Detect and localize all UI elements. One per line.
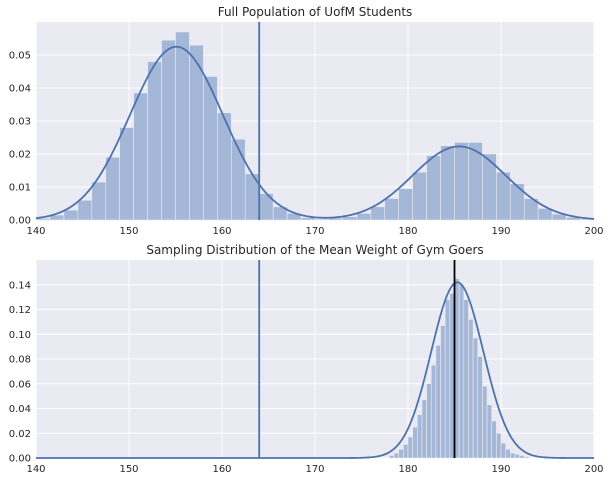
x-tick-label: 140 xyxy=(26,226,45,237)
histogram-bar xyxy=(463,299,469,459)
histogram-bar xyxy=(468,319,474,459)
histogram-bar xyxy=(435,345,441,459)
x-tick-label: 150 xyxy=(119,226,138,237)
y-tick-label: 0.12 xyxy=(9,305,31,316)
y-tick-labels: 0.00 0.02 0.04 0.06 0.08 0.10 0.12 0.14 xyxy=(9,280,31,464)
histogram-bar xyxy=(314,218,330,221)
histogram-bar xyxy=(500,442,506,459)
histogram-bar xyxy=(398,188,413,221)
histogram-bar xyxy=(496,171,511,221)
histogram-bar xyxy=(440,145,455,221)
sampling-distribution-panel: 140 150 160 170 180 190 200 0.000.020.040.060.… xyxy=(9,243,604,475)
histogram-bar xyxy=(477,356,483,459)
y-tick-label: 0.04 xyxy=(9,404,31,415)
y-tick-label: 0.01 xyxy=(9,183,31,194)
histogram-bar xyxy=(472,337,479,459)
histogram-bars xyxy=(35,31,595,221)
histogram-bar xyxy=(370,206,386,221)
histogram-bar xyxy=(77,199,93,221)
histogram-bar xyxy=(430,364,437,459)
histogram-bar xyxy=(486,404,492,459)
x-tick-label: 160 xyxy=(212,464,231,475)
histogram-bar xyxy=(175,31,190,221)
histogram-bar xyxy=(537,208,553,221)
histogram-bar xyxy=(161,39,176,221)
histogram-bar xyxy=(412,171,427,221)
y-tick-label: 0.06 xyxy=(9,379,31,390)
histogram-bar xyxy=(505,449,511,459)
y-tick-label: 0.10 xyxy=(9,330,31,341)
reference-lines xyxy=(258,260,456,458)
x-tick-labels: 140 150 160 170 180 190 200 xyxy=(26,226,603,237)
x-tick-label: 180 xyxy=(398,464,417,475)
histogram-bar xyxy=(426,155,441,221)
x-tick-labels: 140 150 160 170 180 190 200 xyxy=(26,464,603,475)
histogram-bar xyxy=(458,284,465,459)
x-tick-label: 190 xyxy=(491,464,510,475)
histogram-bar xyxy=(496,432,502,459)
histogram-bar xyxy=(412,426,418,459)
x-tick-label: 140 xyxy=(26,464,45,475)
histogram-bar xyxy=(105,157,120,221)
histogram-bar xyxy=(551,213,567,221)
histogram-bar xyxy=(119,127,134,221)
histogram-bar xyxy=(440,325,446,459)
histogram-bar xyxy=(147,61,162,221)
histogram-bar xyxy=(393,452,399,459)
histogram-bar xyxy=(407,436,413,459)
histogram-bar xyxy=(509,183,525,221)
y-tick-label: 0.02 xyxy=(9,150,31,161)
x-tick-label: 170 xyxy=(305,464,324,475)
y-tick-label: 0.00 xyxy=(9,216,31,227)
y-tick-labels: 0.00 0.01 0.02 0.03 0.04 0.05 xyxy=(9,51,31,227)
histogram-bar xyxy=(426,383,432,459)
histogram-bar xyxy=(519,455,525,459)
x-tick-label: 180 xyxy=(398,226,417,237)
histogram-bar xyxy=(398,449,404,459)
histogram-bar xyxy=(514,453,520,459)
y-tick-label: 0.14 xyxy=(9,280,31,291)
histogram-bar xyxy=(356,213,372,221)
histogram-bar xyxy=(133,92,148,221)
x-tick-label: 190 xyxy=(491,226,510,237)
y-tick-label: 0.00 xyxy=(9,454,31,465)
histogram-bar xyxy=(509,452,516,459)
histogram-bar xyxy=(389,455,395,459)
histogram-bar xyxy=(482,385,488,459)
histogram-bar xyxy=(342,216,358,221)
histogram-bar xyxy=(454,142,469,221)
histogram-bar xyxy=(416,414,423,459)
histogram-bar xyxy=(403,444,409,459)
y-tick-label: 0.02 xyxy=(9,429,31,440)
y-tick-label: 0.08 xyxy=(9,355,31,366)
histogram-bar xyxy=(491,420,497,459)
histogram-bar xyxy=(91,181,107,221)
kde-curve xyxy=(36,281,594,459)
histogram-bar xyxy=(384,198,399,221)
histogram-bar xyxy=(421,399,427,459)
histogram-bars xyxy=(389,278,530,459)
chart-title: Full Population of UofM Students xyxy=(218,5,413,19)
chart-title: Sampling Distribution of the Mean Weight… xyxy=(146,243,483,257)
x-tick-label: 150 xyxy=(119,464,138,475)
x-tick-label: 200 xyxy=(584,464,603,475)
kde-curve xyxy=(35,45,595,220)
histogram-bar xyxy=(63,209,79,221)
x-tick-label: 200 xyxy=(584,226,603,237)
histogram-bar xyxy=(523,456,530,459)
x-tick-label: 170 xyxy=(305,226,324,237)
histogram-bar xyxy=(565,217,581,221)
x-tick-label: 160 xyxy=(212,226,231,237)
population-histogram-panel: 140 150 160 170 180 190 200 0.000.010.020.030.… xyxy=(9,5,604,237)
y-tick-label: 0.03 xyxy=(9,117,31,128)
histogram-bar xyxy=(444,299,451,459)
histogram-bar xyxy=(231,138,246,221)
y-tick-label: 0.04 xyxy=(9,84,31,95)
y-tick-label: 0.05 xyxy=(9,51,31,62)
